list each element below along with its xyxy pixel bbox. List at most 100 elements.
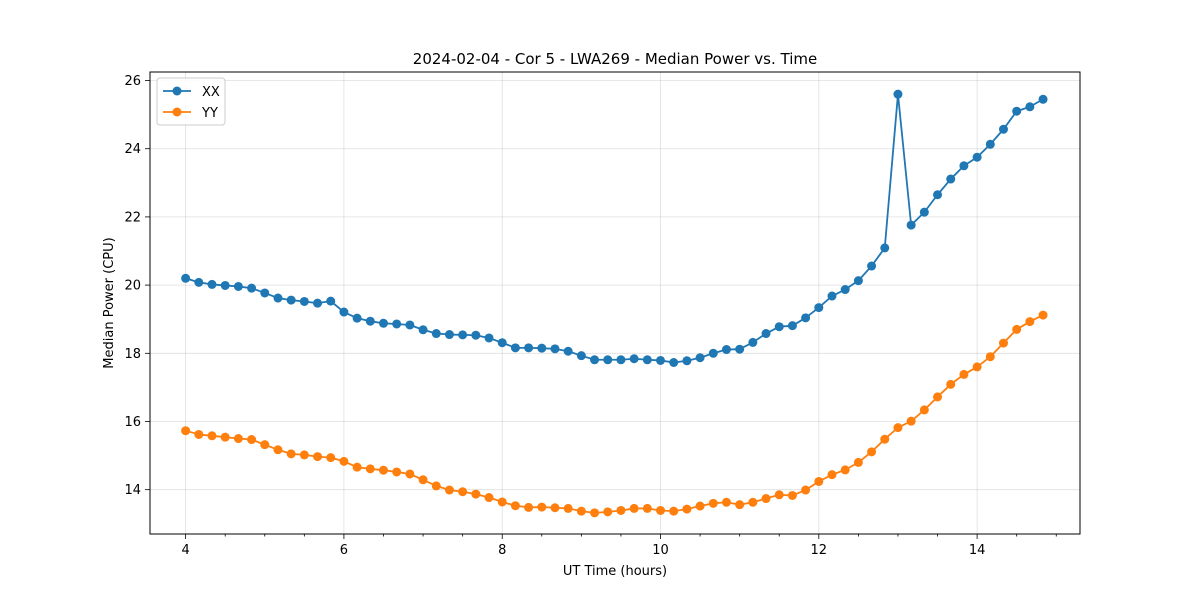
data-point-yy [603,507,613,517]
data-point-xx [972,152,982,162]
y-tick-label: 14 [124,483,141,498]
data-point-yy [550,503,560,513]
data-point-xx [998,124,1008,134]
data-point-xx [801,313,811,323]
data-point-yy [721,497,731,507]
data-point-yy [576,506,586,516]
legend-marker-xx [172,86,182,96]
data-point-yy [220,432,230,442]
chart-title: 2024-02-04 - Cor 5 - LWA269 - Median Pow… [413,50,817,68]
data-point-yy [814,476,824,486]
data-point-yy [471,489,481,499]
data-point-xx [827,291,837,301]
data-point-yy [748,497,758,507]
data-point-yy [247,435,257,445]
data-point-yy [365,464,375,474]
y-tick-label: 18 [124,347,141,362]
data-point-yy [431,481,441,491]
data-point-yy [827,470,837,480]
data-point-xx [233,281,243,291]
data-point-yy [590,508,600,518]
data-point-xx [669,357,679,367]
data-point-yy [616,505,626,515]
data-point-yy [867,447,877,457]
data-point-xx [721,345,731,355]
y-axis-label: Median Power (CPU) [102,237,117,368]
x-tick-label: 6 [340,543,348,558]
data-point-xx [405,320,415,330]
legend-marker-yy [172,107,182,117]
data-point-yy [378,465,388,475]
data-point-yy [998,338,1008,348]
data-point-xx [695,353,705,363]
data-point-xx [590,355,600,365]
data-point-xx [774,322,784,332]
data-point-xx [603,355,613,365]
data-point-yy [299,450,309,460]
data-point-xx [378,318,388,328]
x-tick-label: 12 [811,543,828,558]
data-point-xx [207,279,217,289]
data-point-yy [985,352,995,362]
data-point-xx [867,261,877,271]
data-point-xx [748,337,758,347]
data-point-yy [669,506,679,516]
data-point-yy [708,498,718,508]
data-point-yy [919,405,929,415]
data-point-xx [616,355,626,365]
data-point-xx [326,296,336,306]
y-tick-label: 16 [124,415,141,430]
data-point-xx [853,276,863,286]
data-point-xx [906,220,916,230]
legend-item-xx: XX [163,85,220,100]
data-point-yy [326,453,336,463]
data-point-xx [761,329,771,339]
y-tick-label: 22 [124,210,141,225]
data-point-yy [629,503,639,513]
data-point-xx [959,161,969,171]
data-point-yy [405,469,415,479]
data-point-yy [642,503,652,513]
data-point-yy [1038,310,1048,320]
data-point-xx [537,343,547,353]
data-point-yy [510,501,520,511]
data-point-xx [497,338,507,348]
data-point-xx [352,313,362,323]
data-point-xx [299,296,309,306]
data-point-xx [880,243,890,253]
legend-item-yy: YY [163,106,218,121]
data-point-yy [959,369,969,379]
data-point-yy [695,501,705,511]
x-tick-label: 4 [181,543,189,558]
data-point-yy [233,434,243,444]
data-point-xx [458,330,468,340]
grid [150,72,1080,534]
data-point-yy [774,490,784,500]
data-point-yy [444,485,454,495]
data-point-xx [642,355,652,365]
data-point-yy [1012,324,1022,334]
data-point-yy [893,423,903,433]
data-point-xx [814,303,824,313]
x-axis-label: UT Time (hours) [563,564,667,579]
data-point-xx [471,330,481,340]
data-point-xx [484,333,494,343]
data-point-xx [220,280,230,290]
data-point-yy [1025,317,1035,327]
legend-label-xx: XX [202,85,220,100]
x-tick-label: 10 [652,543,669,558]
x-tick-label: 14 [969,543,986,558]
data-point-yy [313,452,323,462]
data-point-xx [1012,106,1022,116]
data-point-yy [906,416,916,426]
data-point-yy [853,457,863,467]
data-point-xx [629,354,639,364]
data-point-yy [735,500,745,510]
data-point-yy [972,362,982,372]
data-point-xx [260,288,270,298]
data-point-yy [946,379,956,389]
data-point-yy [260,440,270,450]
data-point-yy [484,493,494,503]
data-point-xx [985,139,995,149]
